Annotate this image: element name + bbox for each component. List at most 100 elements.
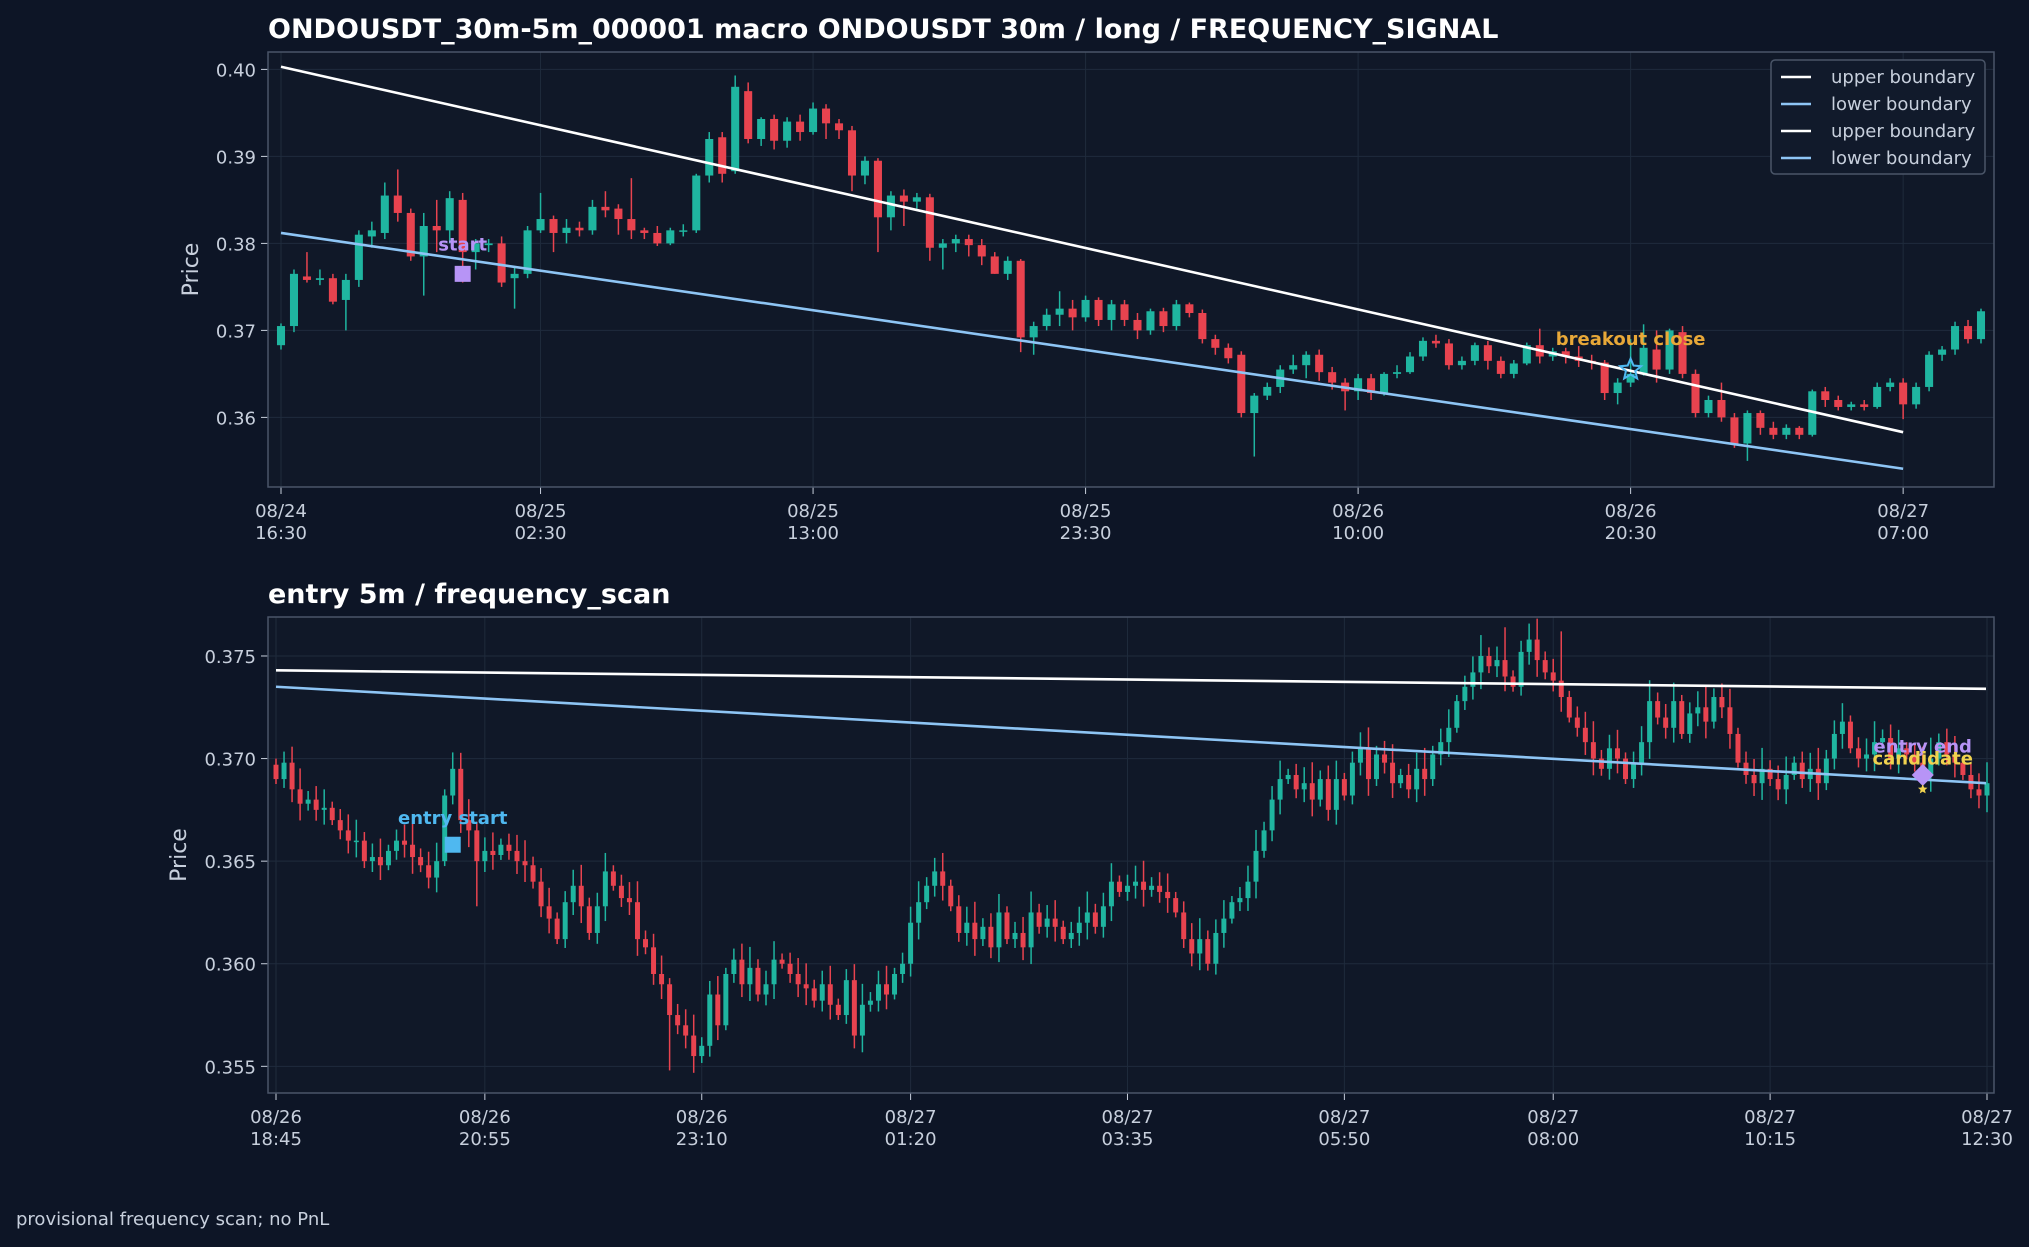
- candle-body: [1092, 912, 1098, 927]
- candle-body: [1743, 413, 1752, 444]
- candle-body: [1213, 932, 1219, 964]
- candle-body: [692, 175, 701, 231]
- candle-body: [1695, 707, 1701, 714]
- x-tick-label: 18:45: [250, 1129, 302, 1150]
- candle-body: [723, 974, 729, 1026]
- candle-body: [1590, 742, 1596, 759]
- candle-body: [1081, 299, 1090, 318]
- candle-body: [1795, 427, 1804, 435]
- candle-body: [506, 844, 512, 851]
- candle-body: [1600, 362, 1609, 394]
- candle-body: [809, 108, 818, 133]
- candle-body: [1964, 326, 1973, 340]
- candle-body: [484, 243, 493, 246]
- candle-body: [899, 195, 908, 202]
- candle-body: [1004, 912, 1010, 940]
- candle-body: [1237, 354, 1246, 414]
- candle-body: [1821, 391, 1830, 400]
- candle-body: [1872, 742, 1878, 755]
- candle-body: [867, 1000, 873, 1005]
- candle-body: [1406, 774, 1412, 790]
- x-tick-label: 23:30: [1060, 523, 1112, 544]
- candle-body: [353, 840, 359, 843]
- candle-body: [908, 922, 914, 964]
- candle-body: [510, 273, 519, 279]
- candle-body: [1751, 774, 1757, 784]
- candle-body: [313, 799, 319, 810]
- candle-body: [1647, 701, 1653, 743]
- candle-body: [594, 906, 600, 933]
- candle-body: [886, 195, 895, 218]
- x-tick-label: 08/27: [1961, 1107, 2013, 1128]
- candle-body: [1205, 939, 1211, 964]
- x-tick-label: 08/26: [1605, 501, 1657, 522]
- candle-body: [1542, 660, 1548, 673]
- candle-body: [1317, 779, 1323, 800]
- candle-body: [860, 160, 869, 176]
- candle-body: [1767, 768, 1773, 780]
- x-tick-label: 23:10: [676, 1129, 728, 1150]
- candle-body: [718, 137, 727, 174]
- candle-body: [1847, 404, 1856, 407]
- candle-body: [835, 1004, 841, 1016]
- candle-body: [779, 959, 785, 964]
- candle-body: [1486, 655, 1492, 667]
- candle-body: [900, 963, 906, 974]
- candle-body: [1328, 372, 1337, 383]
- candle-body: [1028, 912, 1034, 948]
- candle-body: [361, 840, 367, 862]
- candle-body: [1478, 655, 1484, 673]
- candle-body: [1157, 885, 1163, 892]
- entry-chart-panel: entry 5m / frequency_scan Price 0.355 0.360…: [167, 579, 2013, 1150]
- candle-body: [1133, 319, 1142, 331]
- candle-body: [892, 974, 898, 995]
- candle-body: [1952, 754, 1958, 763]
- candle-body: [1831, 733, 1837, 759]
- x-tick-label: 08/27: [1527, 1107, 1579, 1128]
- lower-boundary-line: [280, 231, 1904, 471]
- legend-label: lower boundary: [1831, 94, 1972, 115]
- candle-body: [739, 959, 745, 985]
- candle-body: [755, 967, 761, 995]
- candle-body: [1457, 360, 1466, 366]
- candle-body: [1928, 758, 1934, 775]
- candle-body: [912, 197, 921, 202]
- candle-body: [1016, 260, 1025, 338]
- candle-body: [1704, 400, 1713, 414]
- candle-body: [1888, 738, 1894, 759]
- candle-body: [329, 807, 335, 821]
- candle-body: [715, 994, 721, 1026]
- candle-body: [803, 984, 809, 989]
- candle-body: [1678, 332, 1687, 374]
- candle-body: [1663, 717, 1669, 728]
- chart-title: entry 5m / frequency_scan: [268, 579, 670, 610]
- candle-body: [1873, 386, 1882, 407]
- legend-label: upper boundary: [1831, 67, 1976, 88]
- candle-body: [570, 885, 576, 903]
- x-tick-label: 08/27: [885, 1107, 937, 1128]
- candle-body: [1221, 918, 1227, 933]
- candle-body: [1598, 758, 1604, 769]
- candle-body: [1349, 762, 1355, 796]
- candle-body: [1100, 906, 1106, 927]
- candle-body: [964, 922, 970, 933]
- candle-body: [1502, 660, 1508, 677]
- candle-body: [380, 195, 389, 233]
- candle-body: [618, 885, 624, 899]
- y-tick-label: 0.370: [204, 750, 256, 771]
- candle-body: [1847, 721, 1853, 749]
- candle-body: [367, 230, 376, 237]
- candle-body: [377, 857, 383, 866]
- candle-body: [1367, 378, 1376, 394]
- candle-body: [1116, 881, 1122, 892]
- candle-body: [1414, 768, 1420, 790]
- candle-body: [406, 212, 415, 257]
- candle-body: [345, 830, 351, 841]
- candle-body: [426, 865, 432, 878]
- candle-body: [763, 984, 769, 995]
- candle-body: [1315, 354, 1324, 373]
- candle-body: [627, 219, 636, 231]
- candle-body: [474, 830, 480, 862]
- candle-body: [276, 326, 286, 346]
